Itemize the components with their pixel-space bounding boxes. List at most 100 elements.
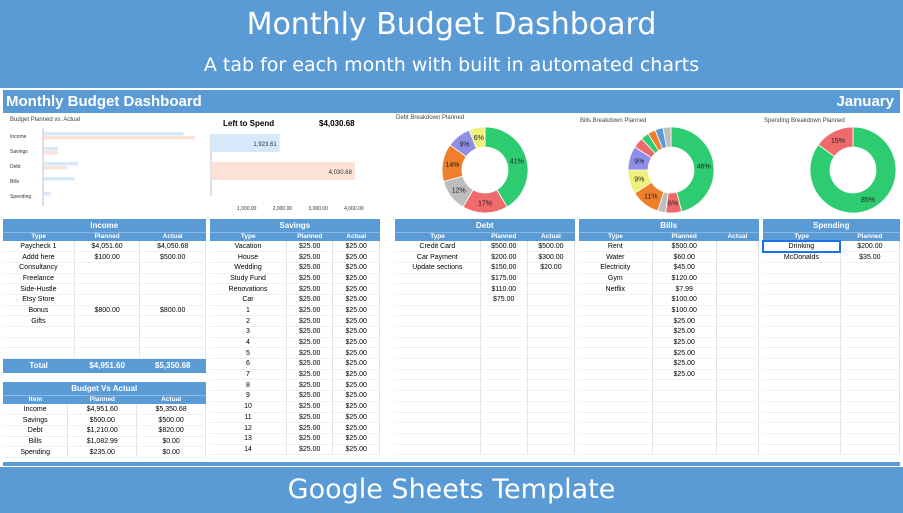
table-cell[interactable]: $4,951.60	[67, 404, 138, 416]
column-header[interactable]: Planned	[840, 231, 900, 241]
table-cell[interactable]	[716, 390, 760, 402]
column-header[interactable]: Actual	[136, 394, 206, 404]
table-cell[interactable]: $25.00	[652, 337, 717, 349]
table-cell[interactable]	[763, 390, 841, 402]
table-cell[interactable]	[652, 379, 717, 392]
table-cell[interactable]: $500.00	[480, 241, 528, 253]
table-cell[interactable]	[527, 305, 576, 317]
table-cell[interactable]: $25.00	[332, 444, 380, 456]
table-cell[interactable]	[763, 305, 841, 317]
table-cell[interactable]	[527, 358, 576, 370]
table-cell[interactable]	[527, 379, 576, 392]
table-cell[interactable]	[716, 337, 760, 349]
table-cell[interactable]	[480, 390, 528, 402]
table-cell[interactable]: Study Fund	[210, 273, 287, 285]
table-cell[interactable]	[480, 444, 528, 456]
table-cell[interactable]	[139, 326, 206, 338]
table-cell[interactable]: Drinking	[761, 240, 842, 253]
table-cell[interactable]	[527, 412, 576, 424]
table-cell[interactable]: $100.00	[74, 251, 141, 263]
table-cell[interactable]: McDonalds	[763, 251, 841, 263]
table-cell[interactable]	[395, 401, 481, 413]
table-cell[interactable]	[763, 422, 841, 434]
table-cell[interactable]	[395, 422, 481, 434]
column-header[interactable]: Item	[3, 394, 68, 404]
table-cell[interactable]: $25.00	[286, 444, 334, 456]
total-cell[interactable]: Total	[3, 358, 75, 373]
table-cell[interactable]	[527, 369, 576, 381]
table-cell[interactable]	[840, 422, 900, 434]
table-cell[interactable]: $25.00	[332, 358, 380, 370]
table-cell[interactable]: Water	[579, 251, 653, 263]
table-cell[interactable]	[395, 315, 481, 327]
table-cell[interactable]	[716, 326, 760, 338]
table-cell[interactable]: 11	[210, 412, 287, 424]
table-cell[interactable]: $4,051.60	[74, 241, 141, 253]
table-cell[interactable]	[840, 390, 900, 402]
table-cell[interactable]: 12	[210, 422, 287, 434]
table-cell[interactable]: $200.00	[840, 241, 900, 253]
table-cell[interactable]	[395, 305, 481, 317]
table-cell[interactable]	[527, 444, 576, 456]
table-cell[interactable]: $20.00	[527, 262, 576, 274]
total-cell[interactable]: $4,951.60	[74, 358, 140, 373]
table-cell[interactable]	[716, 412, 760, 424]
table-cell[interactable]	[840, 444, 900, 456]
table-cell[interactable]: $1,082.99	[67, 436, 138, 448]
table-cell[interactable]: $25.00	[332, 283, 380, 295]
table-cell[interactable]	[139, 273, 206, 285]
table-cell[interactable]	[579, 444, 653, 456]
table-cell[interactable]: $25.00	[286, 315, 334, 327]
table-cell[interactable]: $7.99	[652, 283, 717, 295]
table-cell[interactable]: 14	[210, 444, 287, 456]
table-cell[interactable]	[480, 379, 528, 392]
table-cell[interactable]: $25.00	[286, 273, 334, 285]
table-cell[interactable]: Gifts	[3, 315, 75, 327]
table-cell[interactable]	[74, 315, 141, 327]
table-cell[interactable]	[716, 369, 760, 381]
table-cell[interactable]: $25.00	[332, 262, 380, 274]
column-header[interactable]: Planned	[286, 231, 333, 241]
table-cell[interactable]	[395, 273, 481, 285]
table-cell[interactable]: Income	[3, 404, 69, 416]
table-cell[interactable]	[840, 315, 900, 327]
table-cell[interactable]: $25.00	[286, 433, 334, 445]
table-cell[interactable]: $25.00	[286, 294, 334, 306]
table-cell[interactable]	[527, 401, 576, 413]
table-cell[interactable]	[74, 347, 141, 360]
table-cell[interactable]	[395, 379, 481, 392]
table-cell[interactable]	[480, 305, 528, 317]
table-cell[interactable]	[763, 326, 841, 338]
table-cell[interactable]	[139, 315, 206, 327]
table-cell[interactable]	[763, 444, 841, 456]
table-cell[interactable]: Spending	[3, 446, 69, 458]
table-cell[interactable]	[527, 337, 576, 349]
table-cell[interactable]: $175.00	[480, 273, 528, 285]
table-cell[interactable]	[139, 347, 206, 360]
table-cell[interactable]	[74, 326, 141, 338]
table-cell[interactable]: $25.00	[652, 326, 717, 338]
table-cell[interactable]	[652, 412, 717, 424]
table-cell[interactable]: $800.00	[74, 305, 141, 317]
table-cell[interactable]: Netflix	[579, 283, 653, 295]
table-cell[interactable]: $110.00	[480, 283, 528, 295]
table-cell[interactable]	[74, 337, 141, 349]
table-cell[interactable]	[74, 294, 141, 306]
table-cell[interactable]: Side-Hustle	[3, 283, 75, 295]
table-cell[interactable]: $25.00	[286, 390, 334, 402]
table-cell[interactable]	[763, 283, 841, 295]
table-cell[interactable]: Electricity	[579, 262, 653, 274]
table-cell[interactable]: Bonus	[3, 305, 75, 317]
table-cell[interactable]: $25.00	[286, 305, 334, 317]
table-cell[interactable]	[74, 283, 141, 295]
table-cell[interactable]: 7	[210, 369, 287, 381]
table-cell[interactable]	[716, 315, 760, 327]
column-header[interactable]: Actual	[139, 231, 206, 241]
column-header[interactable]: Type	[3, 231, 75, 241]
table-cell[interactable]	[480, 412, 528, 424]
table-cell[interactable]: $25.00	[286, 241, 334, 253]
table-cell[interactable]: Paycheck 1	[3, 241, 75, 253]
table-cell[interactable]	[579, 347, 653, 360]
table-cell[interactable]	[527, 315, 576, 327]
table-cell[interactable]	[716, 283, 760, 295]
